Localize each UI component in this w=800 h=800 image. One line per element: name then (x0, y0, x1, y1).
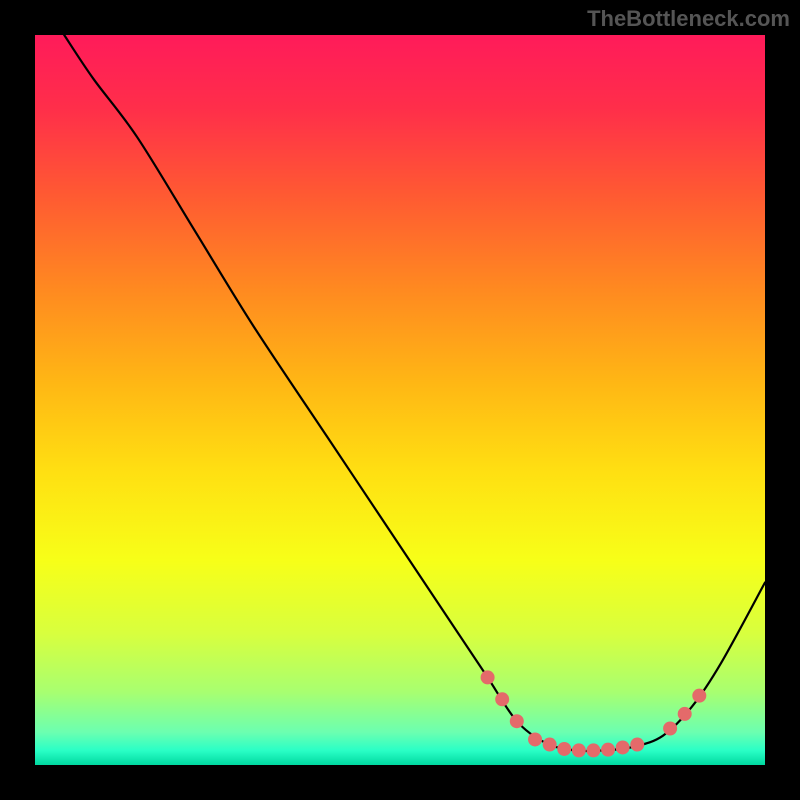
chart-container: TheBottleneck.com (0, 0, 800, 800)
watermark-text: TheBottleneck.com (587, 6, 790, 32)
data-marker (481, 670, 495, 684)
data-marker (528, 732, 542, 746)
plot-background (35, 35, 765, 765)
data-marker (678, 707, 692, 721)
data-marker (601, 743, 615, 757)
data-marker (572, 743, 586, 757)
data-marker (630, 738, 644, 752)
chart-svg (0, 0, 800, 800)
data-marker (557, 742, 571, 756)
data-marker (663, 722, 677, 736)
data-marker (543, 738, 557, 752)
data-marker (616, 740, 630, 754)
data-marker (510, 714, 524, 728)
data-marker (586, 743, 600, 757)
data-marker (692, 689, 706, 703)
data-marker (495, 692, 509, 706)
